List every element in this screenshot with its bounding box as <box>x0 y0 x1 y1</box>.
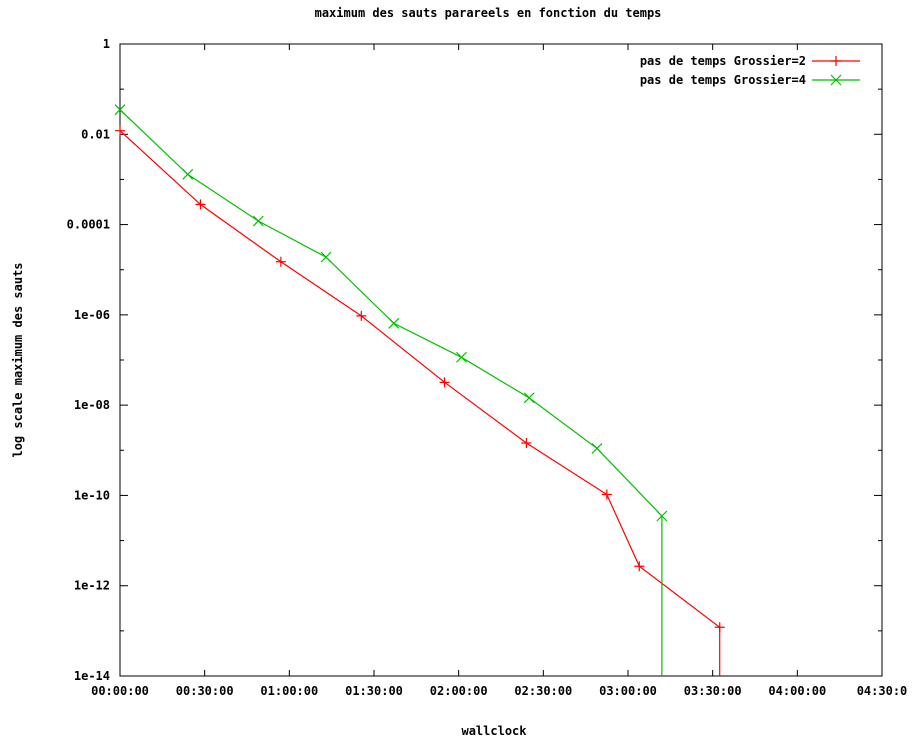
series-layer <box>114 104 725 676</box>
y-tick-label: 0.0001 <box>67 218 110 232</box>
data-point-series-2 <box>320 251 332 263</box>
y-tick-label: 0.01 <box>81 127 110 141</box>
series-line-2 <box>119 109 663 676</box>
data-point-series-1 <box>356 310 367 321</box>
x-axis-label: wallclock <box>461 724 527 738</box>
series-line-1 <box>119 130 721 676</box>
data-point-series-1 <box>275 256 286 267</box>
x-tick-label: 04:00:00 <box>768 684 826 698</box>
data-point-series-1 <box>601 489 612 500</box>
y-tick-label: 1 <box>103 37 110 51</box>
y-axis-label: log scale maximum des sauts <box>11 262 25 457</box>
x-tick-label: 03:30:00 <box>684 684 742 698</box>
x-tick-label: 00:30:00 <box>176 684 234 698</box>
legend-marker <box>831 56 841 66</box>
data-point-series-2 <box>456 351 467 363</box>
data-point-series-1 <box>714 622 725 633</box>
data-point-series-2 <box>252 215 264 227</box>
x-tick-label: 01:30:00 <box>345 684 403 698</box>
plot-frame <box>119 43 883 677</box>
axis-ticks: 00:00:00 00:30:00 01:00:00 01:30:00 02:00:00… <box>67 37 908 698</box>
data-point-series-2 <box>114 104 126 116</box>
x-tick-label: 00:00:00 <box>91 684 149 698</box>
x-tick-label: 02:30:00 <box>514 684 572 698</box>
y-tick-label: 1e-14 <box>74 669 110 683</box>
data-point-series-2 <box>591 442 603 454</box>
legend-label: pas de temps Grossier=2 <box>640 54 806 68</box>
y-tick-label: 1e-12 <box>74 579 110 593</box>
data-point-series-1 <box>439 377 450 388</box>
y-tick-label: 1e-08 <box>74 398 110 412</box>
y-tick-label: 1e-10 <box>74 488 110 502</box>
legend-marker <box>830 74 842 86</box>
data-point-series-1 <box>115 125 125 136</box>
x-tick-label: 04:30:0 <box>857 684 908 698</box>
data-point-series-1 <box>195 199 206 210</box>
data-point-series-1 <box>521 438 532 449</box>
y-tick-label: 1e-06 <box>74 308 110 322</box>
data-point-series-2 <box>182 168 194 180</box>
data-point-series-1 <box>634 561 645 572</box>
legend-label: pas de temps Grossier=4 <box>640 73 806 87</box>
x-tick-label: 02:00:00 <box>430 684 488 698</box>
data-point-series-2 <box>523 392 535 404</box>
x-tick-label: 03:00:00 <box>599 684 657 698</box>
data-point-series-2 <box>656 510 668 522</box>
legend: pas de temps Grossier=2 pas de temps Gros… <box>640 54 860 87</box>
chart-title: maximum des sauts parareels en fonction … <box>315 6 662 20</box>
x-tick-label: 01:00:00 <box>260 684 318 698</box>
data-point-series-2 <box>388 317 400 329</box>
